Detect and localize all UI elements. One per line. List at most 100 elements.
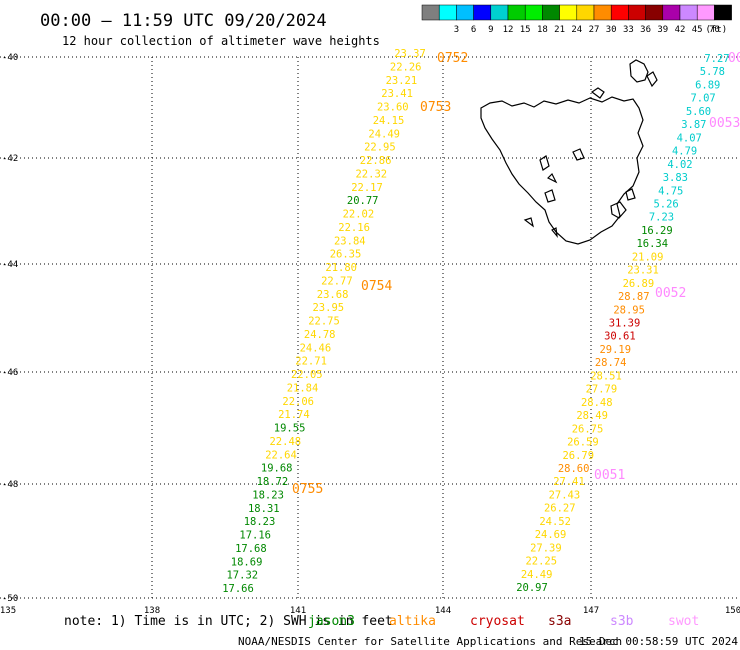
wave-height-label: 18.72	[257, 476, 289, 488]
legend-swatch	[576, 4, 595, 21]
map-subtitle: 12 hour collection of altimeter wave hei…	[62, 34, 380, 48]
wave-height-label: 19.55	[274, 423, 306, 435]
pass-time-label: 0052	[655, 286, 686, 301]
pass-time-label: 0755	[292, 482, 323, 497]
lon-tick-label: 150	[725, 606, 740, 616]
satellite-name: s3a	[548, 614, 571, 629]
wave-height-label: 29.19	[599, 344, 631, 356]
wave-height-label: 22.26	[390, 61, 422, 73]
wave-height-label: 31.39	[609, 318, 641, 330]
wave-height-label: 4.79	[672, 146, 697, 158]
legend-unit: (ft)	[706, 25, 728, 35]
legend-label: 12	[503, 25, 514, 35]
wave-height-label: 5.26	[653, 198, 678, 210]
wave-height-label: 22.32	[355, 168, 387, 180]
wave-height-label: 23.21	[386, 75, 418, 87]
wave-height-label: 21.80	[325, 262, 357, 274]
legend-swatch	[456, 4, 474, 21]
legend-swatch	[542, 4, 560, 21]
satellite-legend: jason3 altika cryosat s3a s3b swot	[308, 614, 699, 629]
wave-height-label: 23.37	[394, 48, 426, 60]
lat-tick-label: -44	[2, 260, 18, 270]
wave-height-label: 26.89	[623, 278, 655, 290]
wave-height-label: 22.64	[265, 449, 297, 461]
wave-height-label: 21.84	[287, 382, 319, 394]
wave-height-label: 24.78	[304, 329, 336, 341]
legend-label: 33	[623, 25, 634, 35]
wave-height-label: 5.60	[686, 106, 711, 118]
wave-height-label: 21.74	[278, 409, 310, 421]
wave-height-label: 22.17	[351, 182, 383, 194]
lon-tick-label: 138	[144, 606, 160, 616]
wave-height-label: 27.41	[553, 476, 585, 488]
wave-height-label: 22.75	[308, 316, 340, 328]
wave-height-label: 28.87	[618, 291, 650, 303]
pass-time-label: 00	[728, 51, 740, 66]
legend-label: 24	[571, 25, 582, 35]
wave-height-label: 26.79	[562, 450, 594, 462]
legend-label: 27	[589, 25, 600, 35]
legend-swatch	[421, 4, 440, 21]
wave-height-label: 28.60	[558, 463, 590, 475]
altimeter-tracks: 23.3722.2623.2123.4123.6024.1524.4922.95…	[222, 48, 729, 595]
wave-height-label: 16.29	[641, 225, 673, 237]
legend-swatch	[524, 4, 543, 21]
legend-swatch	[438, 4, 457, 21]
wave-height-label: 28.49	[576, 410, 608, 422]
wave-height-label: 22.86	[360, 155, 392, 167]
wave-height-label: 23.95	[312, 302, 344, 314]
footer-timestamp: 15 Dec 00:58:59 UTC 2024	[579, 635, 738, 648]
wave-height-label: 18.69	[231, 556, 263, 568]
wave-height-label: 24.49	[521, 569, 553, 581]
wave-height-label: 28.95	[613, 304, 645, 316]
pass-time-label: 0754	[361, 279, 392, 294]
wave-height-label: 24.69	[535, 529, 567, 541]
wave-height-label: 20.97	[516, 582, 548, 594]
lat-lon-grid: -40 -42 -44 -46 -48 -50 135 138 141 144 147 150	[0, 53, 740, 616]
wave-height-label: 24.49	[368, 128, 400, 140]
pass-time-labels: 0752 0753 0754 0755 0053 0052 0051 00	[292, 51, 740, 497]
wave-height-label: 28.74	[595, 357, 627, 369]
legend-swatch	[628, 4, 646, 21]
wave-height-label: 3.87	[681, 119, 706, 131]
legend-swatch	[662, 4, 681, 21]
wave-height-label: 16.34	[636, 238, 668, 250]
legend-swatch	[679, 4, 698, 21]
wave-height-label: 7.23	[649, 212, 674, 224]
legend-swatch	[696, 4, 715, 21]
wave-height-label: 26.75	[572, 423, 604, 435]
wave-height-label: 23.60	[377, 102, 409, 114]
wave-height-label: 7.27	[704, 53, 729, 65]
pass-time-label: 0752	[437, 51, 468, 66]
wave-height-label: 26.35	[330, 249, 362, 261]
map-title: 00:00 – 11:59 UTC 09/20/2024	[40, 11, 327, 31]
wave-height-label: 22.02	[343, 209, 375, 221]
wave-height-label: 7.07	[690, 93, 715, 105]
wave-height-label: 19.68	[261, 463, 293, 475]
wave-height-label: 24.46	[300, 342, 332, 354]
legend-label: 39	[657, 25, 668, 35]
wave-height-label: 18.31	[248, 503, 280, 515]
pass-time-label: 0753	[420, 100, 451, 115]
lat-tick-label: -48	[2, 480, 18, 490]
legend-label: 45	[692, 25, 703, 35]
wave-height-label: 28.48	[581, 397, 613, 409]
lat-tick-label: -46	[2, 368, 18, 378]
pass-time-label: 0051	[594, 468, 625, 483]
legend-label: 42	[675, 25, 686, 35]
legend-label: 9	[488, 25, 493, 35]
pass-time-label: 0053	[709, 116, 740, 131]
legend-label: 36	[640, 25, 651, 35]
wave-height-label: 22.48	[269, 436, 301, 448]
tasmania-coastline	[480, 59, 658, 245]
wave-height-label: 17.68	[235, 543, 267, 555]
wave-height-label: 23.41	[381, 88, 413, 100]
lon-tick-label: 144	[435, 606, 451, 616]
satellite-name: altika	[389, 614, 436, 629]
lat-tick-label: -50	[2, 594, 18, 604]
lat-tick-label: -42	[2, 154, 18, 164]
wave-height-label: 23.84	[334, 235, 366, 247]
legend-swatch	[714, 4, 732, 21]
legend-swatch	[593, 4, 612, 21]
